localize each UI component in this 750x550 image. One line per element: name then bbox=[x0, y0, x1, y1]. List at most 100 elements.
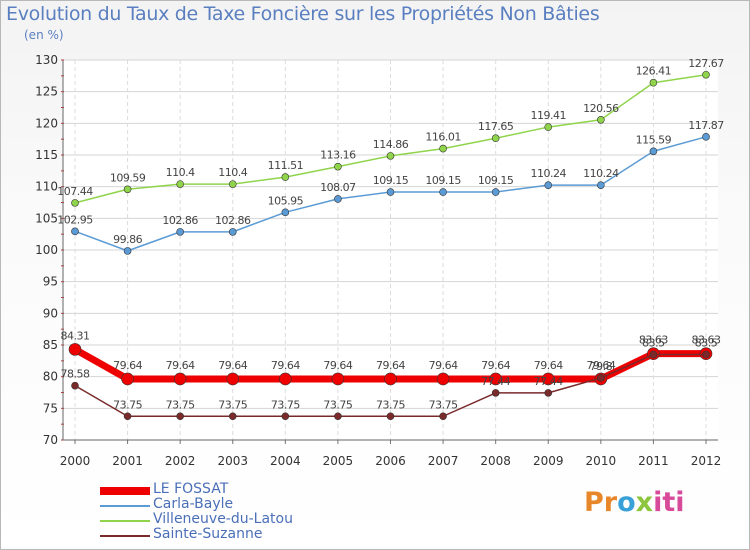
x-tick-label: 2009 bbox=[533, 454, 564, 468]
y-tick-label: 90 bbox=[43, 306, 58, 320]
data-label-villeneuve-du-latou: 126.41 bbox=[636, 65, 672, 78]
data-point-carla-bayle bbox=[597, 181, 605, 189]
legend-label: LE FOSSAT bbox=[153, 481, 229, 497]
data-label-carla-bayle: 109.15 bbox=[373, 174, 409, 187]
data-label-villeneuve-du-latou: 116.01 bbox=[425, 131, 461, 144]
data-point-le-fossat bbox=[436, 372, 450, 386]
data-point-sainte-suzanne bbox=[597, 374, 605, 382]
x-tick-label: 2003 bbox=[217, 454, 248, 468]
data-label-le-fossat: 84.31 bbox=[61, 329, 90, 342]
data-label-sainte-suzanne: 73.75 bbox=[271, 398, 300, 411]
data-point-villeneuve-du-latou bbox=[544, 123, 553, 131]
data-point-le-fossat bbox=[121, 372, 134, 386]
data-label-carla-bayle: 117.87 bbox=[688, 119, 724, 132]
chart-title: Evolution du Taux de Taxe Foncière sur l… bbox=[6, 3, 600, 25]
data-point-villeneuve-du-latou bbox=[281, 173, 290, 181]
data-label-sainte-suzanne: 77.44 bbox=[481, 375, 510, 388]
data-label-villeneuve-du-latou: 127.67 bbox=[688, 57, 724, 70]
y-tick-label: 80 bbox=[43, 370, 58, 384]
data-label-le-fossat: 79.64 bbox=[534, 359, 563, 372]
data-point-le-fossat bbox=[173, 372, 187, 386]
y-tick-label: 100 bbox=[35, 243, 58, 257]
data-label-sainte-suzanne: 83.5 bbox=[695, 337, 718, 350]
x-tick-label: 2000 bbox=[60, 454, 91, 468]
data-point-sainte-suzanne bbox=[544, 389, 553, 397]
data-label-carla-bayle: 102.86 bbox=[215, 214, 251, 227]
data-point-le-fossat bbox=[331, 372, 345, 386]
data-point-villeneuve-du-latou bbox=[228, 180, 237, 188]
data-point-sainte-suzanne bbox=[228, 412, 237, 421]
legend-swatch bbox=[100, 520, 150, 522]
data-label-sainte-suzanne: 73.75 bbox=[113, 398, 142, 411]
x-tick-label: 2006 bbox=[375, 454, 406, 468]
data-point-villeneuve-du-latou bbox=[649, 78, 658, 87]
data-label-sainte-suzanne: 77.44 bbox=[534, 375, 563, 388]
x-tick-label: 2005 bbox=[323, 454, 354, 468]
data-label-villeneuve-du-latou: 113.16 bbox=[320, 149, 356, 162]
data-label-le-fossat: 79.64 bbox=[376, 359, 405, 372]
data-point-le-fossat bbox=[279, 372, 292, 386]
data-point-sainte-suzanne bbox=[439, 412, 447, 421]
data-point-villeneuve-du-latou bbox=[597, 115, 605, 124]
data-label-carla-bayle: 99.86 bbox=[113, 233, 142, 246]
data-label-le-fossat: 79.64 bbox=[429, 359, 458, 372]
data-label-le-fossat: 79.64 bbox=[481, 359, 510, 372]
data-label-le-fossat: 79.64 bbox=[166, 359, 195, 372]
data-point-carla-bayle bbox=[71, 227, 79, 236]
data-point-sainte-suzanne bbox=[334, 412, 342, 421]
legend-swatch bbox=[100, 505, 150, 507]
data-point-le-fossat bbox=[541, 372, 555, 386]
data-point-villeneuve-du-latou bbox=[386, 152, 395, 160]
x-tick-label: 2010 bbox=[586, 454, 617, 468]
data-label-sainte-suzanne: 73.75 bbox=[323, 398, 352, 411]
data-label-le-fossat: 83.63 bbox=[639, 334, 668, 347]
data-label-le-fossat: 79.64 bbox=[218, 359, 247, 372]
data-label-carla-bayle: 109.15 bbox=[478, 174, 514, 187]
x-tick-label: 2001 bbox=[112, 454, 143, 468]
data-point-sainte-suzanne bbox=[491, 389, 500, 397]
data-point-sainte-suzanne bbox=[649, 350, 658, 359]
data-point-sainte-suzanne bbox=[123, 412, 132, 421]
data-label-villeneuve-du-latou: 111.51 bbox=[268, 159, 304, 172]
data-point-le-fossat bbox=[384, 372, 397, 386]
data-label-sainte-suzanne: 78.58 bbox=[61, 368, 90, 381]
data-point-carla-bayle bbox=[702, 133, 710, 141]
data-point-le-fossat bbox=[226, 372, 240, 386]
data-label-sainte-suzanne: 79.8 bbox=[590, 360, 613, 373]
data-label-villeneuve-du-latou: 119.41 bbox=[531, 109, 567, 122]
y-tick-label: 105 bbox=[35, 211, 58, 225]
data-label-carla-bayle: 115.59 bbox=[636, 133, 672, 146]
data-label-villeneuve-du-latou: 110.4 bbox=[218, 166, 247, 179]
data-point-le-fossat bbox=[489, 372, 502, 386]
y-tick-label: 125 bbox=[35, 85, 58, 99]
x-tick-label: 2002 bbox=[165, 454, 196, 468]
y-tick-label: 70 bbox=[43, 433, 58, 447]
proxiti-logo: Proxiti bbox=[584, 487, 685, 518]
data-label-villeneuve-du-latou: 109.59 bbox=[110, 171, 146, 184]
data-point-villeneuve-du-latou bbox=[334, 162, 342, 171]
data-point-carla-bayle bbox=[228, 228, 237, 236]
data-label-carla-bayle: 105.95 bbox=[268, 194, 304, 207]
x-tick-label: 2011 bbox=[638, 454, 669, 468]
data-point-villeneuve-du-latou bbox=[71, 199, 79, 207]
data-point-villeneuve-du-latou bbox=[123, 185, 132, 194]
legend-label: Villeneuve-du-Latou bbox=[153, 511, 293, 527]
data-label-sainte-suzanne: 73.75 bbox=[166, 398, 195, 411]
data-point-sainte-suzanne bbox=[702, 350, 710, 359]
data-point-carla-bayle bbox=[386, 188, 395, 196]
data-label-le-fossat: 79.64 bbox=[113, 359, 142, 372]
data-point-carla-bayle bbox=[439, 188, 447, 196]
data-point-villeneuve-du-latou bbox=[439, 144, 447, 153]
data-point-carla-bayle bbox=[123, 247, 132, 255]
data-point-carla-bayle bbox=[649, 147, 658, 156]
data-label-villeneuve-du-latou: 107.44 bbox=[57, 185, 93, 198]
data-label-carla-bayle: 110.24 bbox=[583, 167, 619, 180]
data-point-sainte-suzanne bbox=[281, 412, 290, 421]
data-label-carla-bayle: 102.86 bbox=[162, 214, 198, 227]
data-point-le-fossat bbox=[68, 343, 82, 356]
legend-label: Carla-Bayle bbox=[153, 496, 234, 512]
y-tick-label: 130 bbox=[35, 53, 58, 67]
data-label-villeneuve-du-latou: 114.86 bbox=[373, 138, 409, 151]
y-axis-unit: (en %) bbox=[24, 28, 64, 42]
legend-swatch bbox=[100, 535, 150, 537]
